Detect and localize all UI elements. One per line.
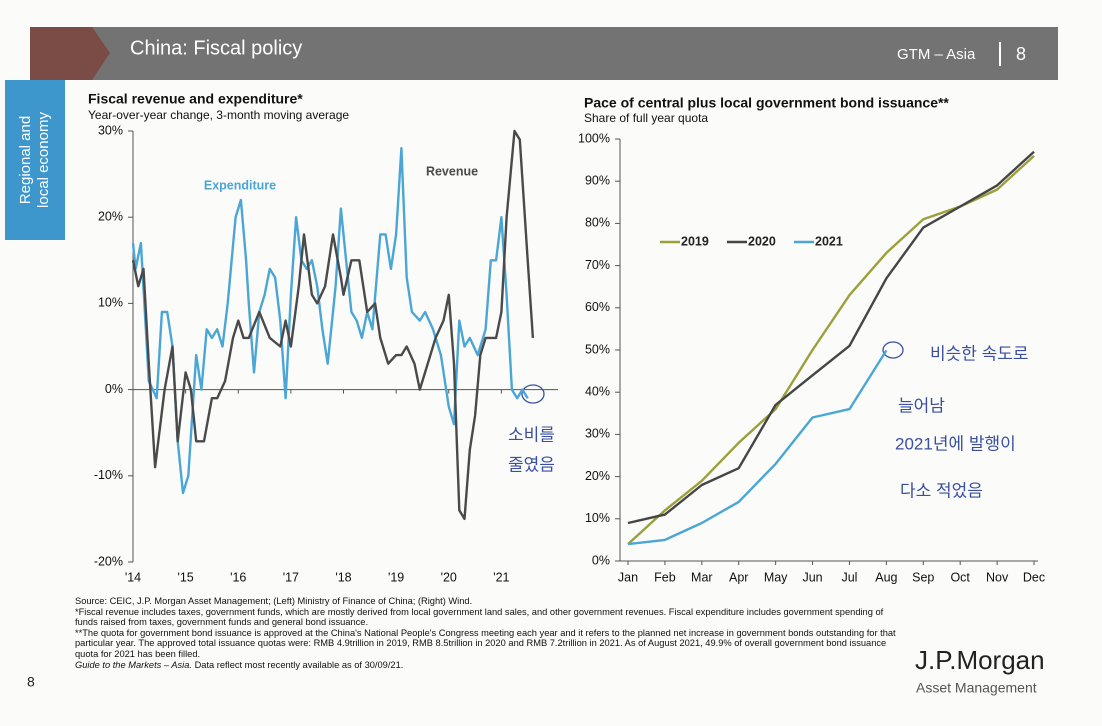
footnote: Source: CEIC, J.P. Morgan Asset Manageme… — [75, 596, 473, 606]
y-tick-label: 90% — [585, 173, 610, 187]
handwritten-note: 소비를 — [508, 425, 555, 444]
x-tick-label: '15 — [177, 570, 193, 584]
x-tick-label: Apr — [729, 570, 748, 584]
y-tick-label: 0% — [105, 382, 123, 396]
y-tick-label: 100% — [578, 131, 610, 145]
y-tick-label: -10% — [94, 468, 123, 482]
series-line — [131, 147, 529, 495]
y-tick-label: 10% — [585, 511, 610, 525]
series-line — [627, 349, 888, 546]
legend-label: 2021 — [815, 234, 843, 248]
handwritten-note: 다소 적었음 — [900, 481, 983, 500]
handwritten-note: 줄였음 — [508, 455, 555, 474]
footnotes: Source: CEIC, J.P. Morgan Asset Manageme… — [75, 596, 900, 670]
x-tick-label: '21 — [493, 570, 509, 584]
sidebar-text: Regional and local economy — [17, 112, 52, 208]
footnote: **The quota for government bond issuance… — [75, 627, 896, 659]
y-tick-label: 30% — [98, 123, 123, 137]
x-tick-label: May — [764, 570, 788, 584]
chart-title: Fiscal revenue and expenditure* — [88, 91, 303, 107]
x-tick-label: Jul — [841, 570, 857, 584]
hand-circle — [521, 384, 545, 404]
legend-label: 2020 — [748, 234, 776, 248]
x-tick-label: '20 — [441, 570, 457, 584]
series-line — [131, 129, 535, 521]
sidebar — [5, 80, 65, 240]
handwritten-note: 늘어남 — [898, 396, 945, 415]
y-tick-label: 20% — [585, 469, 610, 483]
x-tick-label: '19 — [388, 570, 404, 584]
logo-brand: J.P.Morgan — [915, 645, 1045, 675]
y-tick-label: 40% — [585, 384, 610, 398]
guide-note: Data reflect most recently available as … — [194, 659, 404, 670]
y-tick-label: 20% — [98, 209, 123, 223]
x-tick-label: Jan — [618, 570, 638, 584]
handwritten-note: 2021년에 발행이 — [895, 434, 1016, 453]
x-tick-label: '16 — [230, 570, 246, 584]
legend-label: 2019 — [681, 234, 709, 248]
sidebar-line: local economy — [35, 112, 52, 208]
x-tick-label: Feb — [654, 570, 676, 584]
sidebar-line: Regional and — [17, 116, 34, 204]
hand-circle — [882, 341, 904, 359]
series-line — [627, 150, 1035, 525]
guide-line: Guide to the Markets – Asia. Data reflec… — [75, 660, 900, 671]
series-label: Expenditure — [204, 178, 276, 192]
x-tick-label: '14 — [125, 570, 141, 584]
chart-subtitle: Share of full year quota — [584, 111, 708, 125]
x-tick-label: Jun — [802, 570, 822, 584]
x-tick-label: '17 — [283, 570, 299, 584]
x-tick-label: Sep — [912, 570, 934, 584]
header-section: GTM – Asia — [897, 46, 976, 63]
x-tick-label: Dec — [1023, 570, 1045, 584]
series-label: Revenue — [426, 164, 478, 178]
y-tick-label: 80% — [585, 216, 610, 230]
guide-name: Guide to the Markets – Asia. — [75, 659, 192, 670]
y-tick-label: 30% — [585, 427, 610, 441]
footnote: *Fiscal revenue includes taxes, governme… — [75, 606, 884, 628]
y-tick-label: 50% — [585, 342, 610, 356]
x-tick-label: Mar — [691, 570, 713, 584]
y-tick-label: 0% — [592, 553, 610, 567]
y-tick-label: 10% — [98, 296, 123, 310]
chart-subtitle: Year-over-year change, 3-month moving av… — [88, 108, 349, 122]
y-tick-label: -20% — [94, 554, 123, 568]
header-bar — [30, 27, 1058, 80]
y-tick-label: 70% — [585, 258, 610, 272]
page-number: 8 — [27, 674, 35, 690]
header-chevron — [30, 27, 110, 80]
x-tick-label: '18 — [335, 570, 351, 584]
x-tick-label: Oct — [950, 570, 970, 584]
handwritten-note: 비슷한 속도로 — [930, 344, 1029, 363]
header-title: China: Fiscal policy — [130, 37, 302, 59]
x-tick-label: Aug — [875, 570, 897, 584]
logo-sub: Asset Management — [916, 680, 1037, 696]
chart-title: Pace of central plus local government bo… — [584, 95, 949, 111]
y-tick-label: 60% — [585, 300, 610, 314]
x-tick-label: Nov — [986, 570, 1009, 584]
header-page: 8 — [1016, 44, 1026, 64]
